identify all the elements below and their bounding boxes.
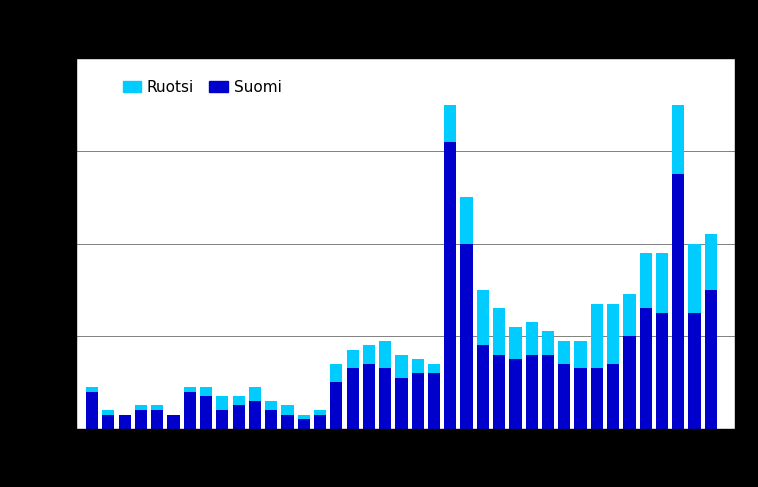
Bar	[590, 304, 603, 368]
Bar	[672, 174, 684, 429]
Bar	[363, 345, 375, 364]
Bar	[542, 355, 554, 429]
Bar	[444, 142, 456, 429]
Bar	[428, 364, 440, 373]
Bar	[656, 313, 668, 429]
Bar	[298, 414, 310, 419]
Bar	[542, 331, 554, 355]
Bar	[525, 355, 538, 429]
Bar	[102, 414, 114, 429]
Bar	[265, 401, 277, 410]
Bar	[363, 364, 375, 429]
Bar	[216, 396, 228, 410]
Bar	[330, 364, 343, 382]
Bar	[379, 368, 391, 429]
Bar	[249, 401, 261, 429]
Bar	[200, 387, 212, 396]
Bar	[477, 345, 489, 429]
Bar	[330, 382, 343, 429]
Bar	[86, 387, 99, 392]
Bar	[688, 244, 700, 313]
Bar	[216, 410, 228, 429]
Bar	[428, 373, 440, 429]
Bar	[314, 410, 326, 414]
Bar	[396, 378, 408, 429]
Bar	[183, 392, 196, 429]
Bar	[509, 327, 522, 359]
Bar	[249, 387, 261, 401]
Bar	[640, 253, 652, 308]
Bar	[298, 419, 310, 429]
Bar	[346, 368, 359, 429]
Bar	[265, 410, 277, 429]
Bar	[461, 197, 473, 244]
Bar	[281, 405, 293, 414]
Bar	[607, 304, 619, 364]
Bar	[705, 234, 717, 290]
Bar	[233, 405, 245, 429]
Bar	[183, 387, 196, 392]
Bar	[688, 313, 700, 429]
Bar	[477, 290, 489, 345]
Bar	[493, 355, 506, 429]
Bar	[444, 105, 456, 142]
Bar	[575, 341, 587, 368]
Bar	[509, 359, 522, 429]
Bar	[672, 105, 684, 174]
Bar	[233, 396, 245, 405]
Bar	[558, 364, 570, 429]
Bar	[623, 294, 635, 336]
Bar	[135, 410, 147, 429]
Bar	[493, 308, 506, 355]
Bar	[461, 244, 473, 429]
Bar	[607, 364, 619, 429]
Bar	[168, 414, 180, 429]
Bar	[640, 308, 652, 429]
Bar	[590, 368, 603, 429]
Bar	[151, 410, 163, 429]
Bar	[346, 350, 359, 368]
Bar	[412, 373, 424, 429]
Legend: Ruotsi, Suomi: Ruotsi, Suomi	[117, 74, 288, 101]
Bar	[623, 336, 635, 429]
Bar	[656, 253, 668, 313]
Bar	[200, 396, 212, 429]
Bar	[705, 290, 717, 429]
Bar	[118, 414, 130, 429]
Bar	[281, 414, 293, 429]
Bar	[575, 368, 587, 429]
Bar	[86, 392, 99, 429]
Bar	[379, 341, 391, 368]
Bar	[396, 355, 408, 378]
Bar	[558, 341, 570, 364]
Bar	[102, 410, 114, 414]
Bar	[525, 322, 538, 355]
Text: Saalis, tonnia: Saalis, tonnia	[76, 19, 170, 33]
Bar	[151, 405, 163, 410]
Bar	[314, 414, 326, 429]
Bar	[135, 405, 147, 410]
Bar	[412, 359, 424, 373]
